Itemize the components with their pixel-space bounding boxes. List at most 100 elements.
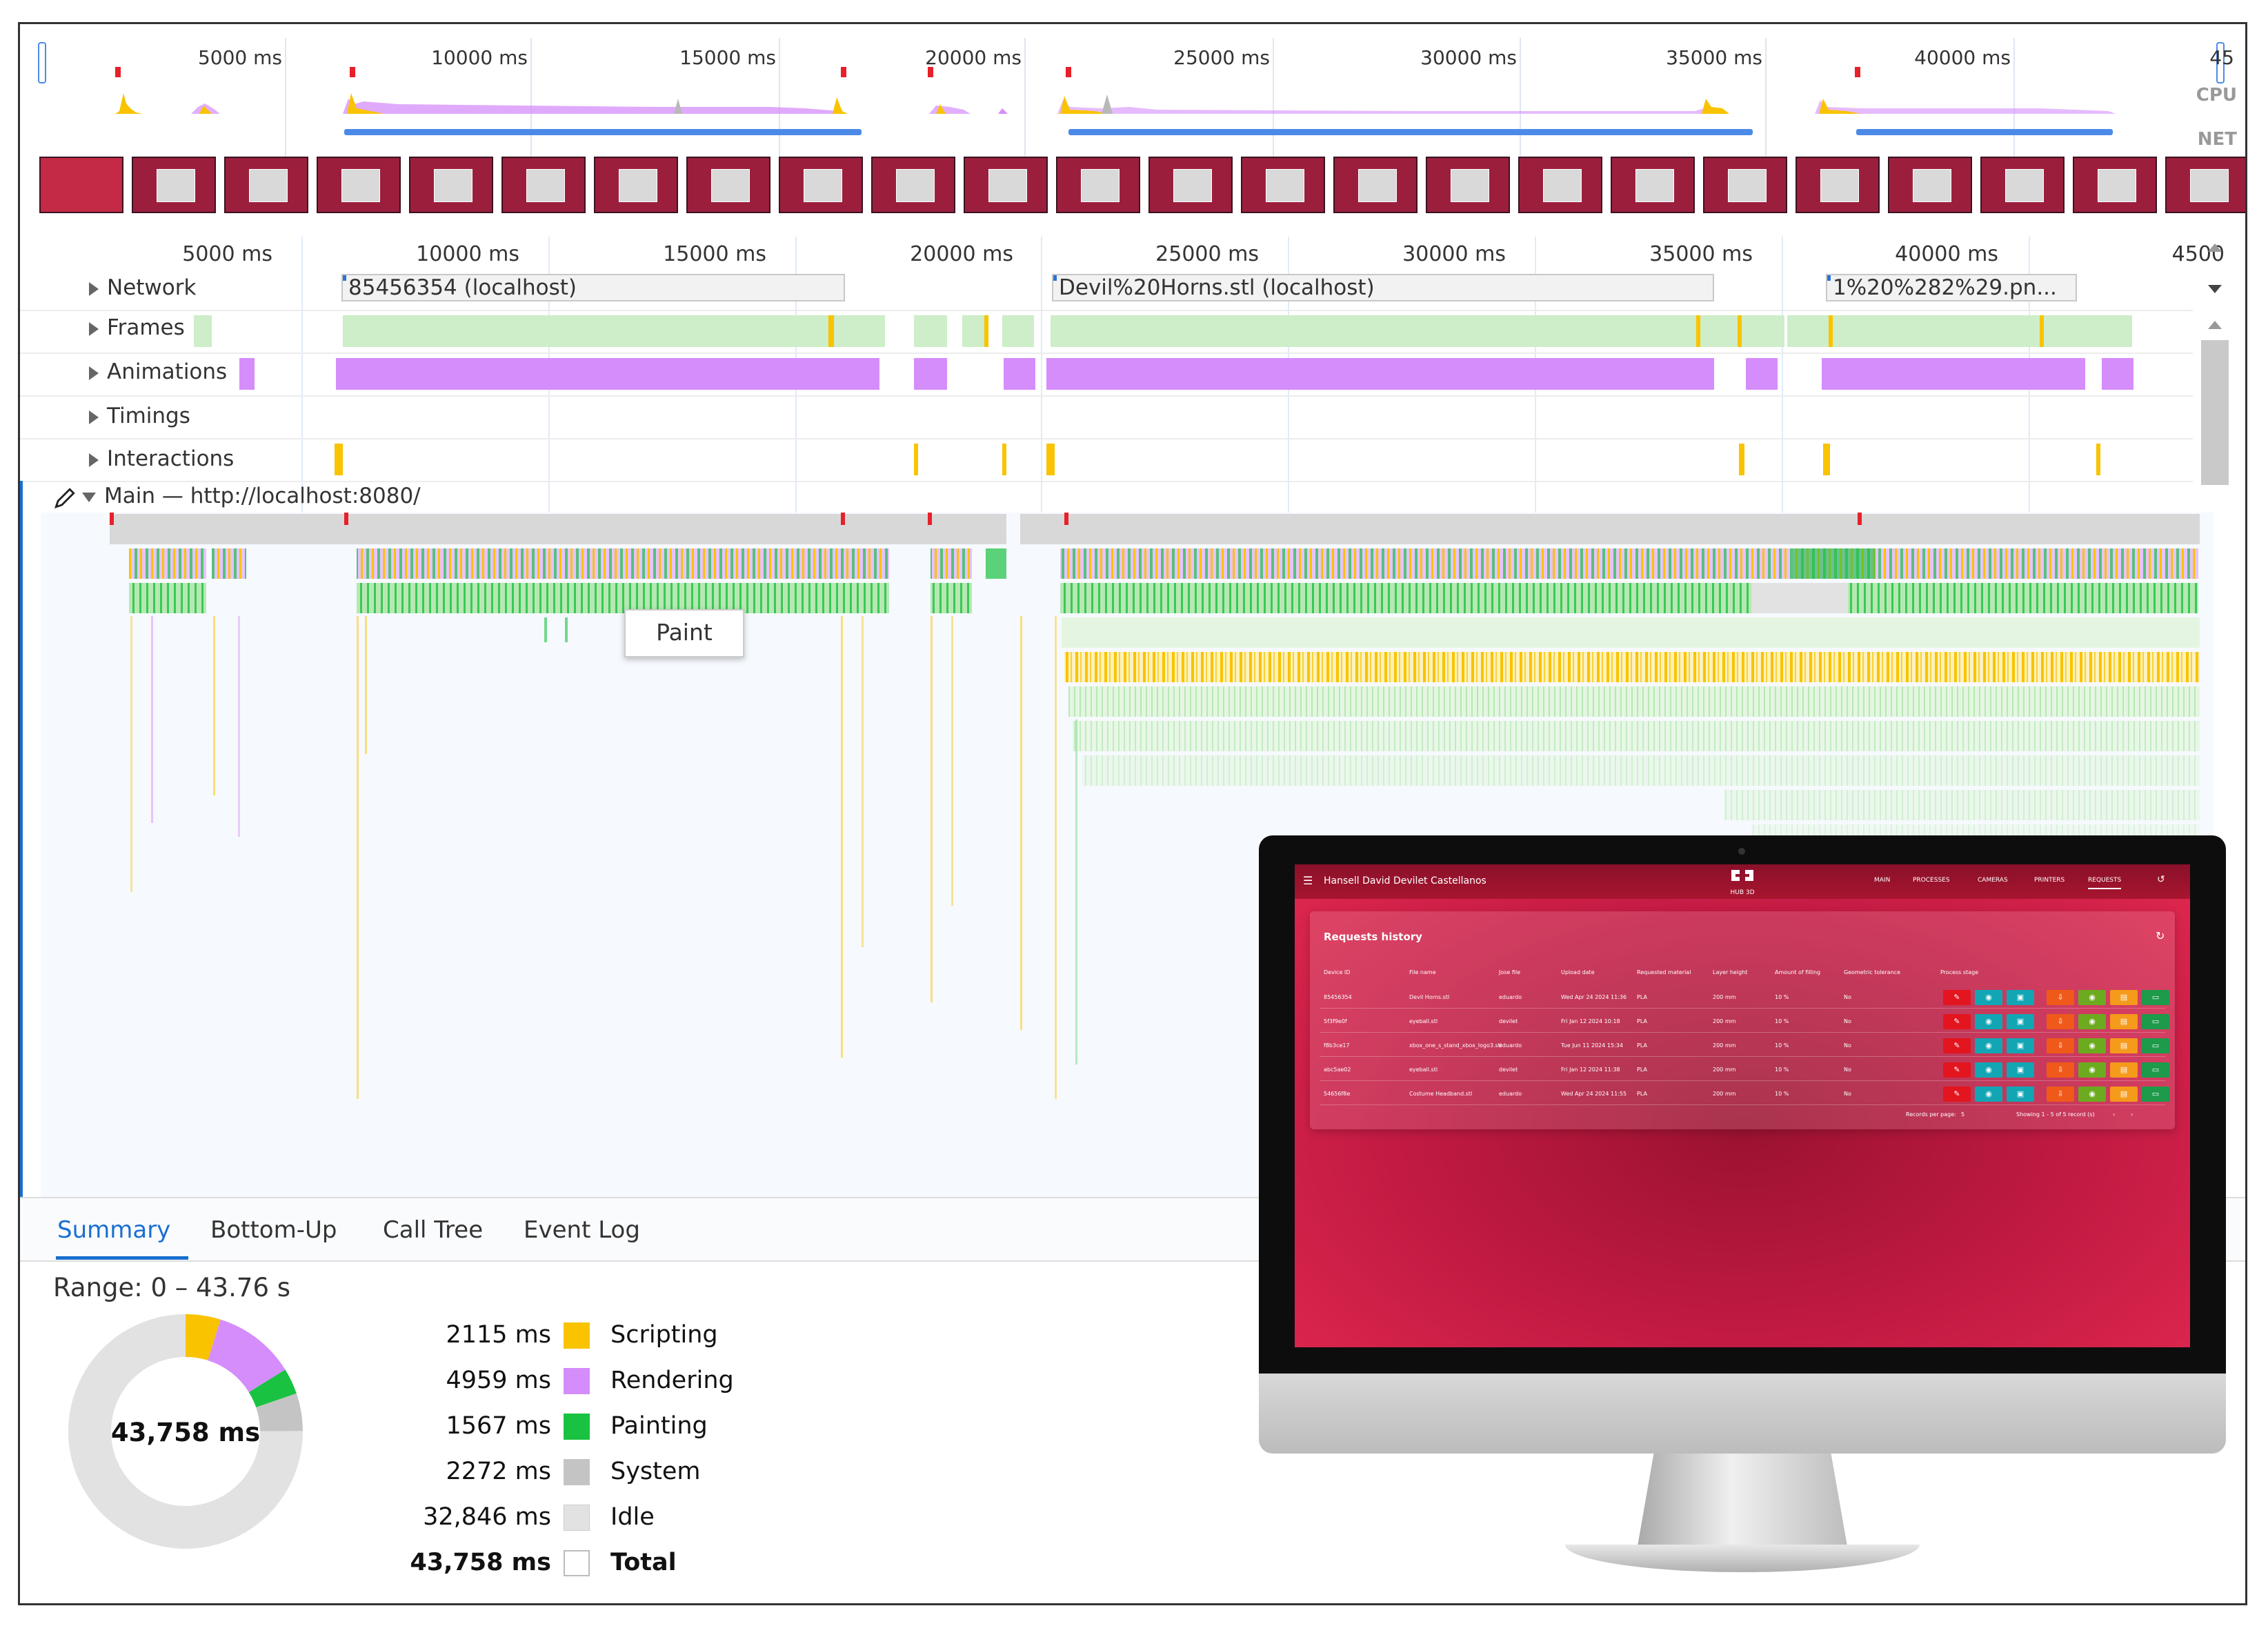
- tab-bottom-up[interactable]: Bottom-Up: [210, 1216, 337, 1244]
- network-request-bar[interactable]: Devil%20Horns.stl (localhost): [1052, 274, 1714, 301]
- frames-segment[interactable]: [1002, 315, 1034, 347]
- download-icon[interactable]: ⇩: [2047, 990, 2074, 1005]
- interactions-track[interactable]: Interactions: [20, 438, 2193, 482]
- frames-track-toggle[interactable]: Frames: [89, 315, 185, 340]
- network-request-bar[interactable]: 1%20%282%29.pn...: [1826, 274, 2077, 301]
- nav-cameras[interactable]: CAMERAS: [1978, 877, 2008, 884]
- overview-right-handle[interactable]: [2216, 42, 2225, 83]
- print-icon[interactable]: ▣: [2007, 1062, 2034, 1078]
- preview-icon[interactable]: ◉: [2078, 990, 2106, 1005]
- download-icon[interactable]: ⇩: [2047, 1062, 2074, 1078]
- filmstrip-thumbnail[interactable]: [1518, 157, 1602, 213]
- animation-segment[interactable]: [1046, 358, 1714, 390]
- filmstrip-thumbnail[interactable]: [1333, 157, 1418, 213]
- animation-segment[interactable]: [2102, 358, 2133, 390]
- preview-icon[interactable]: ◉: [2078, 1062, 2106, 1078]
- filmstrip-thumbnail[interactable]: [1796, 157, 1880, 213]
- filmstrip-thumbnail[interactable]: [1426, 157, 1510, 213]
- preview-icon[interactable]: ◉: [2078, 1038, 2106, 1053]
- menu-icon[interactable]: ☰: [1303, 874, 1313, 887]
- download-icon[interactable]: ⇩: [2047, 1038, 2074, 1053]
- animations-track[interactable]: Animations: [20, 353, 2193, 397]
- timings-track[interactable]: Timings: [20, 395, 2193, 439]
- print-icon[interactable]: ▣: [2007, 1038, 2034, 1053]
- edit-icon[interactable]: ✎: [1943, 990, 1971, 1005]
- file-icon[interactable]: ▤: [2110, 1062, 2138, 1078]
- timeline-scrollbar[interactable]: [2200, 238, 2230, 1190]
- filmstrip-thumbnail[interactable]: [2073, 157, 2157, 213]
- filmstrip-thumbnail[interactable]: [871, 157, 955, 213]
- scroll-down-arrow-icon[interactable]: [2208, 285, 2222, 293]
- filmstrip-thumbnail[interactable]: [224, 157, 308, 213]
- frames-track[interactable]: Frames: [20, 310, 2193, 354]
- filmstrip-thumbnail[interactable]: [686, 157, 770, 213]
- frames-segment[interactable]: [914, 315, 947, 347]
- tab-summary[interactable]: Summary: [57, 1216, 171, 1244]
- refresh-icon[interactable]: ↻: [2156, 929, 2165, 942]
- animation-segment[interactable]: [1746, 358, 1778, 390]
- chat-icon[interactable]: ▭: [2142, 1062, 2169, 1078]
- nav-main[interactable]: MAIN: [1874, 877, 1891, 884]
- print-icon[interactable]: ▣: [2007, 1087, 2034, 1102]
- interaction-marker[interactable]: [1739, 444, 1744, 475]
- print-icon[interactable]: ▣: [2007, 1014, 2034, 1029]
- filmstrip-thumbnail[interactable]: [317, 157, 401, 213]
- animation-segment[interactable]: [914, 358, 947, 390]
- filmstrip-thumbnail[interactable]: [501, 157, 586, 213]
- prev-page-icon[interactable]: ‹: [2113, 1111, 2116, 1118]
- download-icon[interactable]: ⇩: [2047, 1014, 2074, 1029]
- view-icon[interactable]: ◉: [1975, 1062, 2002, 1078]
- scroll-up-arrow-icon[interactable]: [2208, 321, 2222, 329]
- filmstrip-thumbnail[interactable]: [1980, 157, 2065, 213]
- frames-segment[interactable]: [343, 315, 885, 347]
- network-track-toggle[interactable]: Network: [89, 275, 196, 300]
- tab-call-tree[interactable]: Call Tree: [383, 1216, 484, 1244]
- view-icon[interactable]: ◉: [1975, 1087, 2002, 1102]
- chat-icon[interactable]: ▭: [2142, 1014, 2169, 1029]
- frames-segment[interactable]: [962, 315, 984, 347]
- interaction-marker[interactable]: [1823, 444, 1830, 475]
- filmstrip-thumbnail[interactable]: [1241, 157, 1325, 213]
- chat-icon[interactable]: ▭: [2142, 990, 2169, 1005]
- table-row[interactable]: 54656f8e Costume Headband.stl eduardo Wed A…: [1320, 1084, 2169, 1105]
- table-row[interactable]: abc5ae02 eyeball.stl devilet Fri Jan 12 202…: [1320, 1060, 2169, 1081]
- scroll-thumb[interactable]: [2201, 340, 2229, 485]
- overview-left-handle[interactable]: [38, 42, 46, 83]
- filmstrip-thumbnail[interactable]: [1056, 157, 1140, 213]
- animation-segment[interactable]: [1822, 358, 2085, 390]
- filmstrip-thumbnail[interactable]: [964, 157, 1048, 213]
- print-icon[interactable]: ▣: [2007, 990, 2034, 1005]
- timeline-overview[interactable]: 5000 ms 10000 ms 15000 ms 20000 ms 25000…: [20, 24, 2245, 231]
- filmstrip-thumbnail[interactable]: [779, 157, 863, 213]
- rows-per-page-select[interactable]: 5: [1961, 1111, 1965, 1118]
- file-icon[interactable]: ▤: [2110, 1087, 2138, 1102]
- logout-icon[interactable]: ↺: [2157, 874, 2165, 885]
- tab-event-log[interactable]: Event Log: [524, 1216, 640, 1244]
- interaction-marker[interactable]: [2096, 444, 2100, 475]
- main-thread-toggle[interactable]: Main — http://localhost:8080/: [82, 484, 421, 508]
- interaction-marker[interactable]: [1046, 444, 1055, 475]
- nav-printers[interactable]: PRINTERS: [2034, 877, 2065, 884]
- chat-icon[interactable]: ▭: [2142, 1038, 2169, 1053]
- edit-icon[interactable]: ✎: [1943, 1087, 1971, 1102]
- filmstrip-thumbnail[interactable]: [594, 157, 678, 213]
- main-thread-header[interactable]: Main — http://localhost:8080/: [20, 481, 2193, 1198]
- edit-icon[interactable]: ✎: [1943, 1038, 1971, 1053]
- animation-segment[interactable]: [1004, 358, 1035, 390]
- interaction-marker[interactable]: [914, 444, 918, 475]
- table-row[interactable]: 5f3f9e0f eyeball.stl devilet Fri Jan 12 202…: [1320, 1011, 2169, 1033]
- view-icon[interactable]: ◉: [1975, 990, 2002, 1005]
- next-page-icon[interactable]: ›: [2131, 1111, 2133, 1118]
- filmstrip-thumbnail[interactable]: [132, 157, 216, 213]
- edit-icon[interactable]: ✎: [1943, 1062, 1971, 1078]
- file-icon[interactable]: ▤: [2110, 990, 2138, 1005]
- interactions-track-toggle[interactable]: Interactions: [89, 446, 234, 471]
- filmstrip-thumbnail[interactable]: [1148, 157, 1233, 213]
- frames-segment[interactable]: [194, 315, 212, 347]
- view-icon[interactable]: ◉: [1975, 1038, 2002, 1053]
- scroll-up-arrow-icon[interactable]: [2208, 244, 2222, 252]
- filmstrip-thumbnail[interactable]: [1888, 157, 1972, 213]
- timings-track-toggle[interactable]: Timings: [89, 404, 190, 428]
- file-icon[interactable]: ▤: [2110, 1014, 2138, 1029]
- interaction-marker[interactable]: [335, 444, 343, 475]
